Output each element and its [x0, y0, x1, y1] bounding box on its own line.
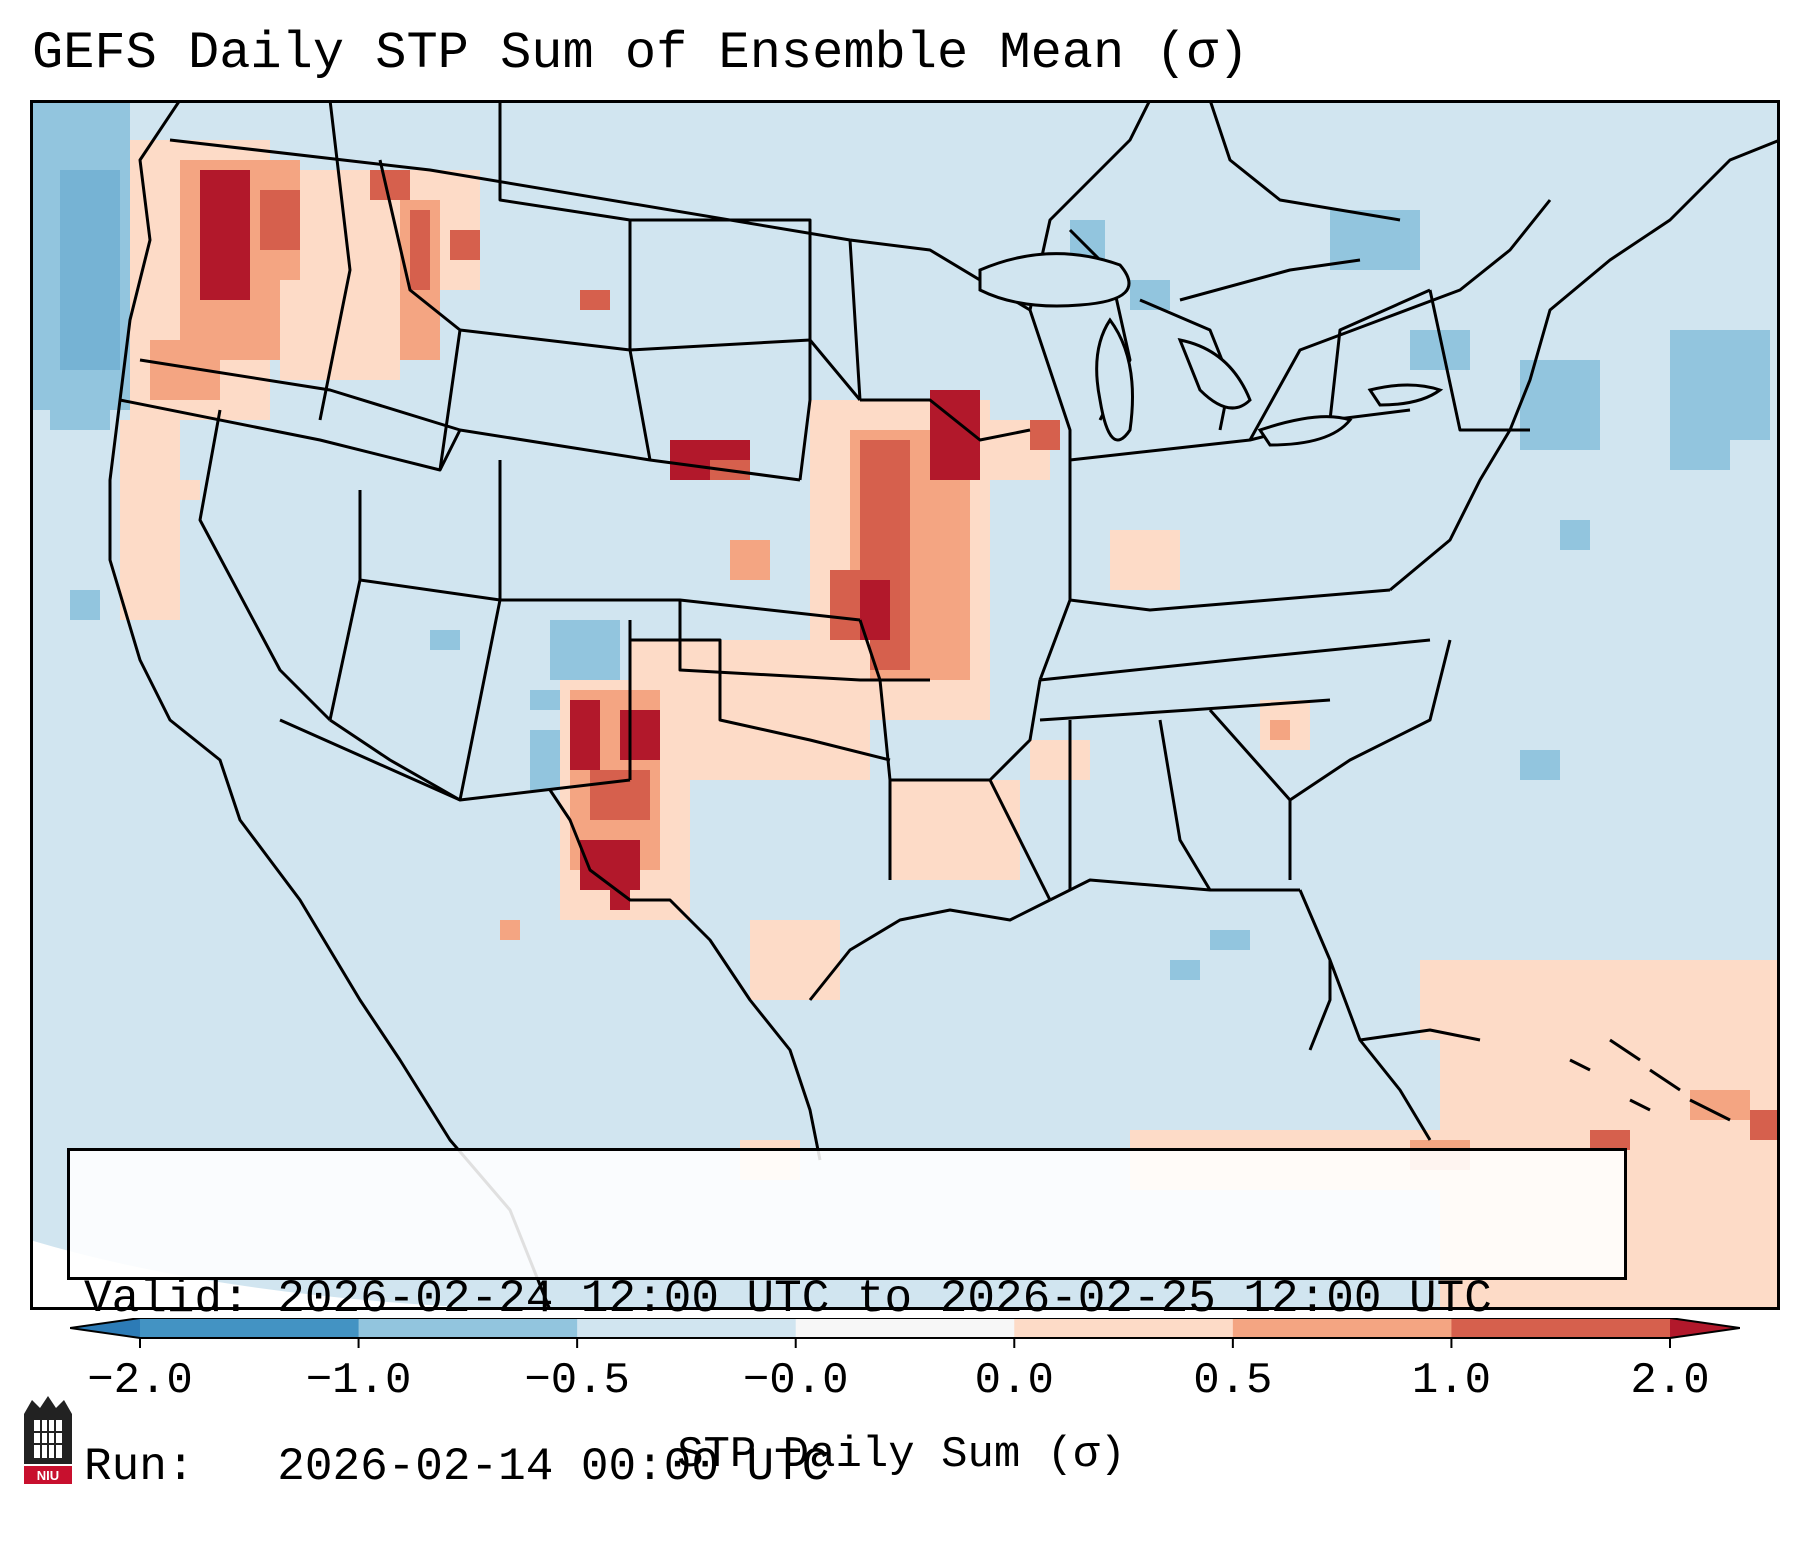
niu-logo-icon: NIU: [24, 1396, 72, 1484]
positive-anomaly-northwest: [120, 140, 610, 620]
colorbar-bin: [577, 1318, 797, 1338]
run-label: Run:: [84, 1441, 195, 1493]
valid-value: 2026-02-24 12:00 UTC to 2026-02-25 12:00…: [277, 1273, 1492, 1325]
colorbar-tick-label: 2.0: [1630, 1356, 1709, 1398]
colorbar-bin: [358, 1318, 578, 1338]
negative-anomaly-pacific: [30, 100, 130, 620]
colorbar-bin: [1232, 1318, 1452, 1338]
colorbar-tick-label: −0.5: [524, 1356, 630, 1398]
colorbar-bin: [1451, 1318, 1671, 1338]
colorbar-extend-high: [1670, 1318, 1740, 1338]
positive-anomaly-texas: [560, 530, 1310, 1000]
colorbar-tick-label: 0.5: [1193, 1356, 1272, 1398]
negative-anomaly-northeast: [1070, 210, 1770, 980]
caribbean-islands: [1569, 1038, 1731, 1122]
colorbar-tick-label: −0.0: [743, 1356, 849, 1398]
colorbar-svg: −2.0 −1.0 −0.5 −0.0 0.0 0.5 1.0 2.0: [69, 1317, 1741, 1406]
great-lakes: [978, 252, 1444, 447]
map-panel: [30, 100, 1780, 1310]
colorbar: −2.0 −1.0 −0.5 −0.0 0.0 0.5 1.0 2.0: [69, 1317, 1741, 1406]
niu-logo-text: NIU: [37, 1468, 59, 1483]
niu-logo: NIU: [20, 1394, 76, 1486]
run-line: Run: 2026-02-14 00:00 UTC: [84, 1439, 1610, 1495]
colorbar-tick-label: 0.0: [975, 1356, 1054, 1398]
map-edge-curve: [30, 1240, 530, 1310]
valid-run-info-box: Valid: 2026-02-24 12:00 UTC to 2026-02-2…: [67, 1148, 1627, 1493]
colorbar-bin: [795, 1318, 1015, 1338]
colorbar-tick-label: −1.0: [306, 1356, 412, 1398]
map-frame-border: [30, 100, 1780, 1310]
colorbar-tick-label: 1.0: [1412, 1356, 1491, 1398]
run-value: 2026-02-14 00:00 UTC: [277, 1441, 830, 1493]
colorbar-extend-low: [70, 1318, 140, 1338]
map-svg: [30, 100, 1780, 1310]
colorbar-bin: [140, 1318, 360, 1338]
colorbar-tick-label: −2.0: [87, 1356, 193, 1398]
colorbar-label: STP Daily Sum (σ): [677, 1430, 1126, 1480]
valid-line: Valid: 2026-02-24 12:00 UTC to 2026-02-2…: [84, 1271, 1610, 1327]
colorbar-bin: [1014, 1318, 1234, 1338]
valid-label: Valid:: [84, 1273, 250, 1325]
state-borders: [108, 100, 1780, 1310]
chart-title: GEFS Daily STP Sum of Ensemble Mean (σ): [32, 24, 1249, 83]
